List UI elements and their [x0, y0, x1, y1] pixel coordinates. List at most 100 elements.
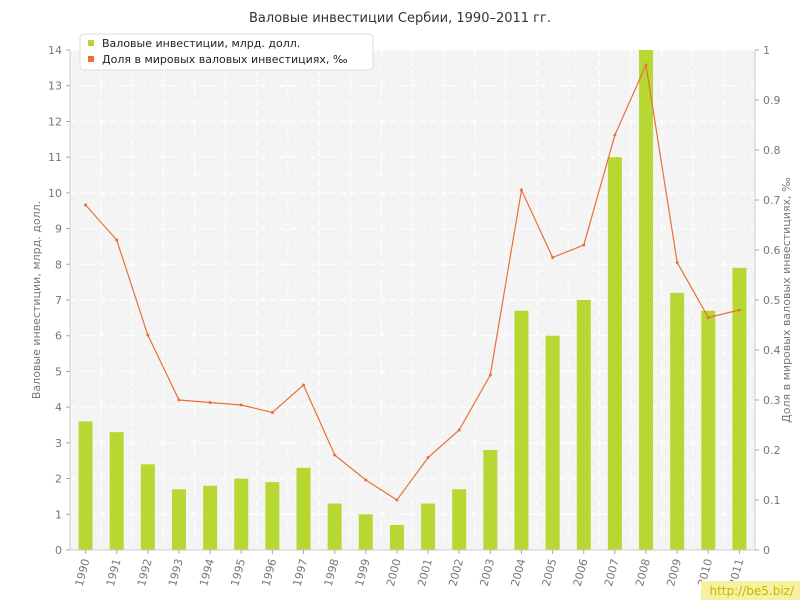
x-tick-label: 2001 [415, 557, 435, 587]
line-point [395, 498, 399, 502]
right-tick-label: 0.1 [763, 494, 781, 507]
left-tick-label: 2 [55, 473, 62, 486]
line-point [488, 373, 492, 377]
bar [296, 467, 311, 550]
line-point [84, 203, 88, 207]
x-tick-label: 2003 [477, 557, 497, 587]
left-tick-label: 1 [55, 508, 62, 521]
bar [576, 300, 591, 550]
line-point [613, 133, 617, 137]
bar [265, 482, 280, 550]
x-tick-label: 2000 [384, 557, 404, 587]
left-tick-label: 14 [48, 44, 62, 57]
line-point [675, 261, 679, 264]
left-tick-label: 9 [55, 223, 62, 236]
left-axis-title: Валовые инвестиции, млрд. долл. [30, 201, 43, 399]
right-tick-label: 0.5 [763, 294, 781, 307]
right-tick-label: 0.9 [763, 94, 781, 107]
x-tick-label: 1992 [135, 557, 155, 587]
line-point [333, 453, 337, 457]
x-tick-label: 2004 [509, 557, 529, 587]
left-tick-label: 0 [55, 544, 62, 557]
line-point [302, 383, 306, 387]
x-tick-label: 2007 [602, 557, 622, 587]
x-tick-label: 2002 [446, 557, 466, 587]
bar [358, 514, 373, 550]
left-tick-label: 4 [55, 401, 62, 414]
left-tick-label: 3 [55, 437, 62, 450]
x-tick-label: 1991 [104, 557, 124, 587]
chart-title: Валовые инвестиции Сербии, 1990–2011 гг. [249, 11, 551, 26]
bar [234, 478, 249, 550]
bar [483, 450, 498, 550]
left-tick-label: 7 [55, 294, 62, 307]
line-point [519, 188, 523, 192]
right-axis-title: Доля в мировых валовых инвестициях, ‰ [780, 177, 793, 423]
bar [421, 503, 436, 550]
x-tick-label: 2005 [540, 557, 560, 587]
bar [670, 292, 685, 550]
line-point [457, 428, 461, 432]
left-tick-label: 11 [48, 151, 62, 164]
line-point [737, 308, 741, 312]
line-series [85, 62, 740, 501]
x-tick-label: 1998 [322, 557, 342, 587]
bar [514, 310, 529, 550]
right-tick-label: 0.7 [763, 194, 781, 207]
left-tick-label: 12 [48, 115, 62, 128]
legend-swatch-line [88, 56, 94, 62]
bar [389, 525, 404, 550]
x-tick-label: 1994 [197, 557, 217, 587]
x-tick-label: 2008 [633, 557, 653, 587]
line-point [270, 411, 274, 414]
line-point [239, 403, 243, 407]
legend-box [79, 33, 374, 71]
line-point [706, 316, 710, 319]
right-tick-label: 0.6 [763, 244, 781, 257]
right-tick-label: 1 [763, 44, 770, 57]
left-tick-label: 8 [55, 258, 62, 271]
line-point [364, 478, 368, 482]
bar [78, 421, 93, 550]
x-tick-label: 1997 [291, 557, 311, 587]
left-tick-label: 5 [55, 365, 62, 378]
right-tick-label: 0.3 [763, 394, 781, 407]
line-point [208, 401, 212, 404]
line-point [644, 63, 648, 67]
legend-label-bar: Валовые инвестиции, млрд. долл. [102, 37, 300, 50]
legend-label-line: Доля в мировых валовых инвестициях, ‰ [102, 53, 348, 66]
right-tick-label: 0.2 [763, 444, 781, 457]
bar [732, 267, 747, 550]
bar [171, 489, 186, 550]
bar [140, 464, 155, 550]
x-tick-label: 2006 [571, 557, 591, 587]
left-tick-label: 13 [48, 80, 62, 93]
x-tick-label: 1993 [166, 557, 186, 587]
right-tick-label: 0.4 [763, 344, 781, 357]
legend-swatch-bar [88, 40, 94, 46]
bar [452, 489, 467, 550]
line-point [551, 256, 555, 259]
x-tick-label: 1995 [228, 557, 248, 587]
left-tick-label: 6 [55, 330, 62, 343]
bar [639, 50, 654, 550]
bar [327, 503, 342, 550]
x-tick-label: 1999 [353, 557, 373, 587]
x-tick-label: 1990 [73, 557, 93, 587]
bar [203, 485, 218, 550]
right-tick-label: 0 [763, 544, 770, 557]
bar [109, 432, 124, 550]
line-point [177, 398, 181, 402]
bar [701, 310, 716, 550]
line-point [115, 238, 119, 242]
left-tick-label: 10 [48, 187, 62, 200]
line-point [582, 243, 586, 247]
line-point [426, 456, 430, 459]
x-tick-label: 1996 [259, 557, 279, 587]
bar [545, 335, 560, 550]
line-point [146, 333, 150, 337]
bar [607, 157, 622, 550]
watermark-link[interactable]: http://be5.biz/ [701, 581, 800, 600]
